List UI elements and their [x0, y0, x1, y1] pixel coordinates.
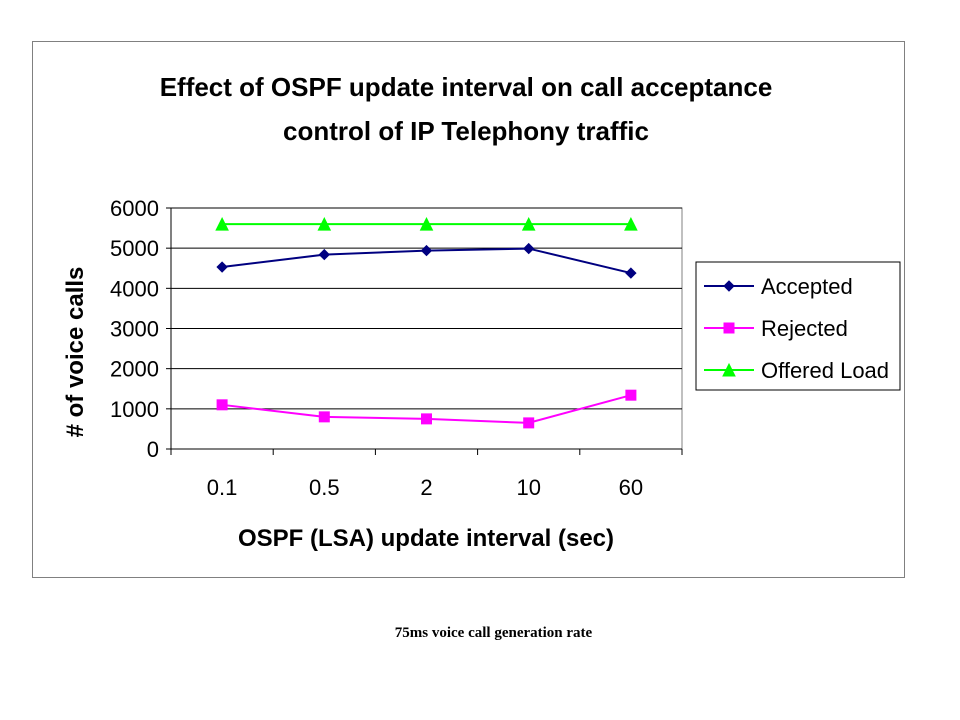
data-point-offered-load [624, 216, 638, 231]
x-tick-label: 0.1 [207, 475, 238, 500]
data-point-offered-load [521, 216, 536, 231]
legend-label-accepted: Accepted [761, 274, 853, 299]
legend-label-rejected: Rejected [761, 316, 848, 341]
legend-label-offered-load: Offered Load [761, 358, 889, 383]
legend-marker-rejected [723, 322, 735, 334]
x-tick-label: 2 [420, 475, 432, 500]
legend-marker-accepted [723, 280, 735, 292]
x-axis-ticks: 0.1 0.5 2 10 60 [170, 448, 683, 500]
x-tick-label: 0.5 [309, 475, 340, 500]
data-point-accepted [625, 267, 637, 279]
y-axis-ticks: 0 1000 2000 3000 4000 5000 6000 [110, 196, 172, 462]
data-point-rejected [318, 411, 330, 423]
y-tick-label: 4000 [110, 276, 159, 301]
y-tick-label: 0 [147, 437, 159, 462]
y-tick-label: 1000 [110, 397, 159, 422]
data-point-accepted [216, 261, 228, 273]
chart-title-line-1: Effect of OSPF update interval on call a… [160, 72, 773, 102]
data-point-rejected [421, 413, 432, 425]
data-point-accepted [420, 244, 433, 257]
chart-title: Effect of OSPF update interval on call a… [160, 72, 773, 146]
x-axis-title: OSPF (LSA) update interval (sec) [238, 525, 614, 552]
x-tick-label: 60 [619, 475, 643, 500]
data-point-accepted [522, 242, 535, 255]
legend: Accepted Rejected Offered Load [695, 261, 901, 391]
series-markers [215, 216, 638, 429]
data-point-offered-load [317, 216, 332, 231]
y-axis-title: # of voice calls [62, 267, 89, 438]
legend-marker-offered-load [722, 362, 736, 377]
chart-canvas: Effect of OSPF update interval on call a… [62, 72, 901, 552]
y-tick-label: 6000 [110, 196, 159, 221]
data-point-offered-load [215, 216, 229, 231]
chart-title-line-2: control of IP Telephony traffic [283, 116, 649, 146]
y-tick-label: 3000 [110, 317, 159, 342]
y-tick-label: 2000 [110, 357, 159, 382]
data-point-offered-load [419, 216, 434, 231]
data-point-rejected [625, 389, 637, 401]
y-tick-label: 5000 [110, 236, 159, 261]
data-point-accepted [318, 248, 331, 261]
data-point-rejected [523, 417, 535, 429]
figure-caption: 75ms voice call generation rate [394, 625, 593, 641]
chart-area: Effect of OSPF update interval on call a… [32, 41, 905, 578]
x-tick-label: 10 [516, 475, 540, 500]
data-point-rejected [216, 399, 228, 411]
